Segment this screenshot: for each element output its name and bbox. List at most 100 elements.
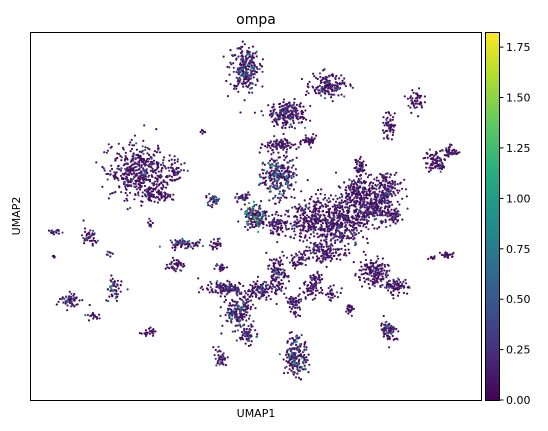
cell-point	[128, 184, 131, 187]
cell-point	[373, 227, 376, 230]
cell-point	[239, 63, 242, 66]
cell-point	[265, 298, 268, 301]
cell-point	[251, 45, 255, 48]
cell-point	[253, 210, 256, 214]
cell-point	[252, 280, 255, 283]
cell-point	[292, 175, 295, 178]
cell-point	[170, 263, 173, 266]
cell-point	[317, 188, 320, 192]
cell-point	[274, 178, 278, 182]
cell-point	[250, 208, 254, 211]
cell-point	[392, 293, 395, 297]
cell-point	[401, 282, 404, 285]
cell-point	[377, 183, 380, 186]
cell-point	[352, 179, 355, 182]
cell-point	[241, 305, 244, 308]
cell-point	[365, 237, 369, 240]
cell-point	[291, 296, 294, 299]
cell-point	[282, 101, 285, 104]
cell-point	[341, 194, 344, 197]
cell-point	[277, 175, 280, 178]
cell-point	[310, 195, 313, 198]
cell-point	[385, 225, 388, 229]
cell-point	[301, 113, 304, 116]
cell-point	[251, 91, 254, 94]
cell-point	[251, 206, 255, 209]
cell-point	[139, 177, 142, 180]
cell-point	[259, 291, 262, 294]
cell-point	[369, 200, 372, 203]
cell-point	[273, 217, 276, 220]
cell-point	[371, 265, 374, 268]
cell-point	[139, 184, 142, 187]
cell-point	[130, 138, 133, 141]
cell-point	[386, 129, 389, 132]
cell-point	[234, 308, 238, 311]
cell-point	[288, 187, 291, 190]
cell-point	[313, 223, 316, 226]
cell-point	[309, 217, 312, 220]
cell-point	[248, 219, 251, 222]
cell-point	[298, 358, 301, 361]
cell-point	[357, 224, 360, 227]
cell-point	[388, 189, 392, 192]
cell-point	[244, 55, 247, 58]
cell-cluster-1	[222, 40, 264, 114]
cell-point	[232, 62, 235, 65]
cell-point	[366, 206, 369, 209]
cell-point	[249, 208, 252, 212]
cell-point	[436, 164, 439, 168]
cell-point	[150, 187, 153, 190]
cell-point	[389, 224, 392, 227]
cell-point	[172, 267, 175, 270]
cell-point	[276, 167, 279, 170]
cell-point	[226, 95, 229, 98]
cell-point	[197, 277, 200, 280]
cell-point	[140, 164, 143, 167]
cell-point	[215, 196, 218, 199]
cell-point	[293, 312, 296, 315]
cell-point	[391, 133, 394, 137]
cell-point	[391, 325, 394, 328]
cell-point	[143, 184, 147, 188]
cell-point	[355, 163, 359, 166]
cell-point	[241, 324, 245, 327]
cell-point	[201, 244, 204, 248]
cell-point	[314, 241, 317, 244]
cell-point	[286, 184, 290, 187]
cell-point	[425, 166, 428, 169]
cell-point	[235, 87, 238, 90]
cell-point	[113, 191, 116, 194]
cell-point	[352, 187, 355, 191]
cell-point	[256, 275, 260, 278]
cell-point	[278, 353, 281, 356]
cell-point	[327, 286, 330, 290]
cell-point	[298, 250, 301, 253]
cell-point	[270, 276, 273, 280]
scatter-points	[47, 40, 461, 381]
cell-point	[334, 251, 338, 255]
cell-point	[283, 178, 286, 181]
cell-point	[266, 283, 270, 287]
cell-point	[288, 101, 291, 104]
cell-point	[364, 258, 368, 262]
cell-point	[336, 82, 339, 85]
cell-point	[344, 216, 347, 219]
cell-point	[116, 177, 119, 180]
cell-point	[273, 160, 276, 164]
cell-point	[320, 255, 323, 258]
cell-point	[178, 261, 181, 264]
cell-point	[299, 308, 302, 311]
cell-point	[384, 214, 387, 217]
cell-point	[158, 183, 161, 186]
cell-point	[154, 196, 157, 199]
cell-point	[119, 169, 122, 172]
cell-point	[307, 207, 310, 210]
cell-point	[394, 222, 397, 225]
cell-point	[243, 301, 246, 304]
cell-point	[133, 185, 136, 188]
cell-point	[285, 296, 288, 299]
cell-point	[358, 181, 361, 184]
cell-point	[362, 223, 365, 226]
cell-point	[260, 110, 263, 113]
